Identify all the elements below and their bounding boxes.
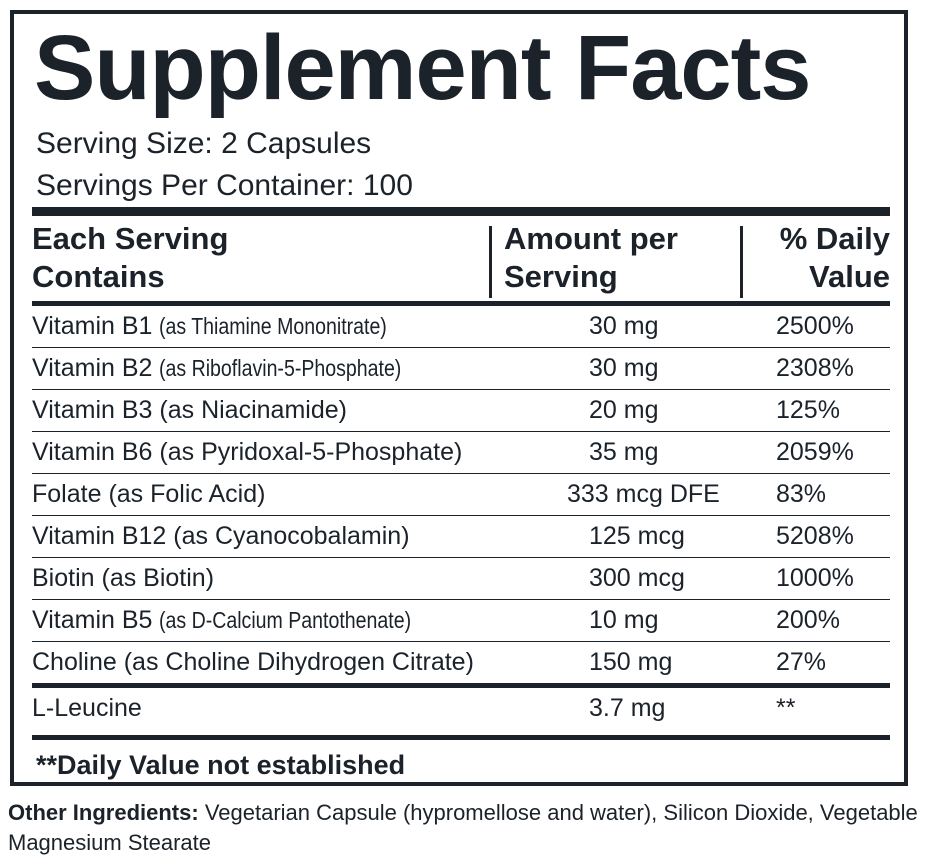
ingredient-row: L-Leucine 3.7 mg ** <box>32 683 890 729</box>
header-line: % Daily <box>779 221 890 256</box>
header-line: Amount per <box>504 221 678 256</box>
daily-value: 1000% <box>776 564 854 592</box>
ingredient-row: Folate (as Folic Acid) 333 mcg DFE 83% <box>32 473 890 515</box>
header-line: Contains <box>32 259 165 294</box>
ingredient: Biotin (as Biotin) <box>32 558 214 599</box>
amount: 30 mg <box>589 312 659 340</box>
ingredient-row: Vitamin B6 (as Pyridoxal-5-Phosphate) 35 … <box>32 431 890 473</box>
amount: 150 mg <box>589 648 673 676</box>
column-separator <box>489 226 492 298</box>
ingredient-row: Vitamin B5 (as D-Calcium Pantothenate) 10… <box>32 599 890 641</box>
footnote: **Daily Value not established <box>36 750 406 780</box>
header-line: Each Serving <box>32 221 229 256</box>
title: Supplement Facts <box>34 17 811 119</box>
ingredient: Vitamin B5 (as D-Calcium Pantothenate) <box>32 600 456 641</box>
ingredient-name: Folate <box>32 480 102 508</box>
ingredient-row: Vitamin B3 (as Niacinamide) 20 mg 125% <box>32 389 890 431</box>
amount: 30 mg <box>589 354 659 382</box>
ingredient-source: (as D-Calcium Pantothenate) <box>159 607 412 633</box>
serving-size: Serving Size: 2 Capsules <box>36 127 372 160</box>
daily-value: 83% <box>776 480 827 508</box>
rows: Vitamin B1 (as Thiamine Mononitrate) 30 m… <box>32 306 890 729</box>
header-daily-value: % Daily Value <box>780 220 890 296</box>
ingredient-row: Choline (as Choline Dihydrogen Citrate) 1… <box>32 641 890 683</box>
ingredient: Choline (as Choline Dihydrogen Citrate) <box>32 642 474 683</box>
other-ingredients: Other Ingredients: Vegetarian Capsule (h… <box>8 798 923 858</box>
divider <box>32 207 890 216</box>
label: Other Ingredients: <box>8 800 199 825</box>
column-separator <box>740 226 743 298</box>
daily-value: ** <box>776 694 796 722</box>
header-ingredient: Each Serving Contains <box>32 220 228 296</box>
amount: 300 mcg <box>589 564 685 592</box>
ingredient-row: Vitamin B2 (as Riboflavin-5-Phosphate) 30… <box>32 347 890 389</box>
ingredient-name: Choline <box>32 648 117 676</box>
daily-value: 5208% <box>776 522 854 550</box>
ingredient-row: Vitamin B1 (as Thiamine Mononitrate) 30 m… <box>32 306 890 347</box>
ingredient: Vitamin B6 (as Pyridoxal-5-Phosphate) <box>32 432 462 473</box>
ingredient-name: Vitamin B2 <box>32 354 153 382</box>
ingredient-source: (as Pyridoxal-5-Phosphate) <box>159 438 463 466</box>
daily-value: 2059% <box>776 438 854 466</box>
ingredient: Folate (as Folic Acid) <box>32 474 265 515</box>
facts-panel: Supplement Facts Serving Size: 2 Capsule… <box>10 10 908 786</box>
ingredient: Vitamin B2 (as Riboflavin-5-Phosphate) <box>32 348 444 389</box>
ingredient: Vitamin B3 (as Niacinamide) <box>32 390 347 431</box>
header-line: Serving <box>504 259 618 294</box>
daily-value: 27% <box>776 648 827 676</box>
ingredient-name: Vitamin B5 <box>32 606 153 634</box>
ingredient-source: (as Riboflavin-5-Phosphate) <box>159 355 402 381</box>
divider <box>32 735 890 740</box>
ingredient: Vitamin B12 (as Cyanocobalamin) <box>32 516 410 557</box>
ingredient-name: Vitamin B12 <box>32 522 167 550</box>
ingredient-source: (as Choline Dihydrogen Citrate) <box>123 648 474 676</box>
daily-value: 125% <box>776 396 840 424</box>
ingredient-source: (as Niacinamide) <box>159 396 347 424</box>
amount: 333 mcg DFE <box>567 480 720 508</box>
amount: 35 mg <box>589 438 659 466</box>
ingredient-source: (as Thiamine Mononitrate) <box>159 313 388 339</box>
ingredient-row: Biotin (as Biotin) 300 mcg 1000% <box>32 557 890 599</box>
ingredient-name: L-Leucine <box>32 694 142 722</box>
amount: 20 mg <box>589 396 659 424</box>
amount: 125 mcg <box>589 522 685 550</box>
header-line: Value <box>809 259 890 294</box>
ingredient-source: (as Biotin) <box>101 564 215 592</box>
ingredient-row: Vitamin B12 (as Cyanocobalamin) 125 mcg 52… <box>32 515 890 557</box>
text: Vegetarian Capsule (hypromellose and wat… <box>8 800 918 855</box>
divider <box>32 301 890 306</box>
amount: 10 mg <box>589 606 659 634</box>
daily-value: 200% <box>776 606 840 634</box>
ingredient-name: Vitamin B3 <box>32 396 153 424</box>
amount: 3.7 mg <box>589 694 666 722</box>
ingredient: Vitamin B1 (as Thiamine Mononitrate) <box>32 306 427 347</box>
ingredient-name: Vitamin B1 <box>32 312 153 340</box>
daily-value: 2308% <box>776 354 854 382</box>
ingredient-source: (as Cyanocobalamin) <box>173 522 410 550</box>
ingredient-name: Vitamin B6 <box>32 438 153 466</box>
daily-value: 2500% <box>776 312 854 340</box>
header-amount: Amount per Serving <box>504 220 678 296</box>
servings-per-container: Servings Per Container: 100 <box>36 169 413 202</box>
ingredient-source: (as Folic Acid) <box>108 480 266 508</box>
ingredient: L-Leucine <box>32 688 142 729</box>
ingredient-name: Biotin <box>32 564 95 592</box>
